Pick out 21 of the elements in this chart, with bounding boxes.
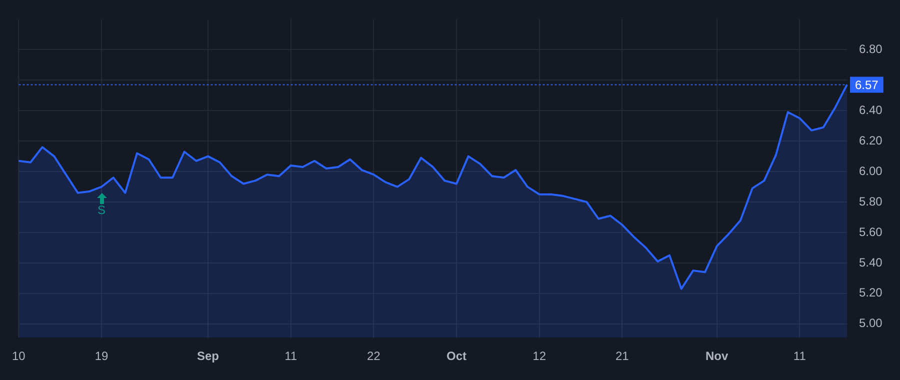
y-tick-label: 5.40 xyxy=(859,255,883,270)
x-tick-label: 10 xyxy=(12,349,26,364)
x-tick-label: 11 xyxy=(793,349,806,364)
x-tick-label: 19 xyxy=(94,349,108,364)
x-tick-label: 21 xyxy=(615,349,630,364)
x-tick-label: Nov xyxy=(706,349,728,364)
y-tick-label: 6.80 xyxy=(859,42,883,56)
ref-line-label: 6.57 xyxy=(855,78,879,92)
x-tick-label: 22 xyxy=(366,349,381,364)
y-tick-label: 6.40 xyxy=(859,102,883,117)
x-tick-label: Oct xyxy=(446,349,467,364)
x-tick-label: 11 xyxy=(284,349,298,364)
y-tick-label: 6.20 xyxy=(859,133,883,148)
annotation: S xyxy=(98,203,106,218)
y-tick-label: 5.20 xyxy=(859,286,883,300)
x-tick-label: Sep xyxy=(197,349,220,364)
y-tick-label: 5.80 xyxy=(859,194,883,208)
x-tick-label: 12 xyxy=(532,349,546,364)
y-tick-label: 6.00 xyxy=(859,164,883,178)
y-tick-label: 5.00 xyxy=(859,316,883,330)
y-tick-label: 5.60 xyxy=(859,224,883,239)
